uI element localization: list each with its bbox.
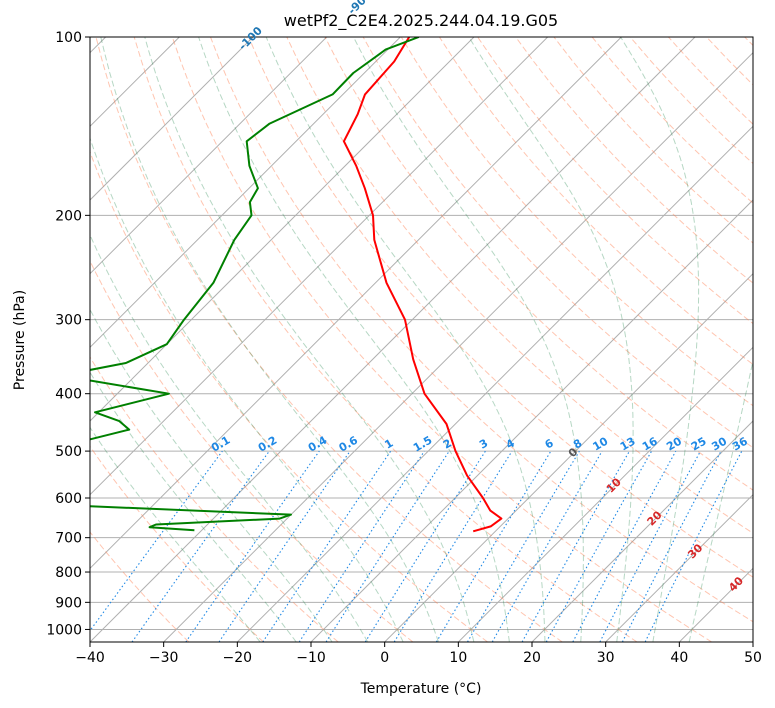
dry-adiabat-line bbox=[171, 37, 712, 642]
x-axis-label: Temperature (°C) bbox=[360, 681, 482, 697]
isotherm-line bbox=[236, 125, 753, 642]
isotherm-line bbox=[531, 420, 753, 642]
dry-adiabat-line bbox=[706, 37, 753, 86]
dry-adiabat-line bbox=[400, 37, 753, 407]
dry-adiabat-line bbox=[133, 37, 638, 642]
moist-adiabat-line bbox=[265, 37, 546, 642]
dry-adiabat-line bbox=[248, 37, 753, 578]
chart-title: wetPf2_C2E4.2025.244.04.19.G05 bbox=[284, 11, 558, 31]
dry-adiabat-line bbox=[438, 37, 753, 366]
isotherm-line bbox=[90, 37, 696, 642]
mixing-ratio-line bbox=[131, 450, 270, 642]
mixing-ratio-line bbox=[644, 450, 743, 642]
moist-adiabat-line bbox=[90, 233, 369, 642]
x-tick-label: 20 bbox=[523, 650, 541, 666]
y-tick-label: 600 bbox=[55, 491, 82, 507]
mixing-ratio-line bbox=[572, 450, 677, 642]
isotherm-line bbox=[90, 37, 254, 201]
isotherm-line bbox=[90, 37, 622, 570]
mixing-ratio-line bbox=[521, 450, 630, 642]
isotherm-label: -100 bbox=[236, 24, 265, 53]
y-tick-label: 800 bbox=[55, 565, 82, 581]
moist-adiabat-line bbox=[90, 308, 333, 642]
moist-adiabat-line bbox=[353, 37, 584, 642]
y-tick-label: 200 bbox=[55, 208, 82, 224]
dry-adiabat-line bbox=[744, 37, 753, 47]
dewpoint-line bbox=[90, 37, 420, 532]
temperature-line bbox=[342, 37, 503, 533]
background-grid bbox=[90, 37, 753, 642]
x-tick-label: 30 bbox=[597, 650, 615, 666]
isotherm-line bbox=[90, 37, 475, 422]
mixing-ratio-line bbox=[435, 450, 552, 642]
moist-adiabat-line bbox=[468, 37, 634, 642]
mixing-ratio-line bbox=[298, 450, 425, 642]
dry-adiabat-line bbox=[553, 37, 753, 244]
y-axis-label: Pressure (hPa) bbox=[12, 290, 28, 390]
x-tick-label: −30 bbox=[149, 650, 179, 666]
y-tick-label: 700 bbox=[55, 531, 82, 547]
dry-adiabat-line bbox=[90, 150, 488, 642]
dry-adiabat-line bbox=[286, 37, 753, 534]
y-axis: 100 200 300 400 500 600 700 800 900 1000 bbox=[46, 30, 90, 638]
moist-adiabat-line bbox=[198, 37, 510, 642]
x-axis: −40 −30 −20 −10 0 10 20 30 40 50 bbox=[75, 642, 762, 666]
isotherm-line bbox=[163, 51, 753, 642]
plot-frame bbox=[89, 36, 754, 643]
y-tick-label: 400 bbox=[55, 387, 82, 403]
x-tick-label: 50 bbox=[744, 650, 762, 666]
moist-adiabat-line bbox=[90, 371, 297, 642]
mixing-ratio-label: 4 bbox=[504, 436, 517, 451]
x-tick-label: 0 bbox=[380, 650, 389, 666]
mixing-ratio-line bbox=[262, 450, 392, 642]
x-tick-label: −20 bbox=[223, 650, 253, 666]
isotherm-label: 10 bbox=[604, 475, 624, 495]
y-tick-label: 100 bbox=[55, 30, 82, 46]
x-tick-label: 10 bbox=[449, 650, 467, 666]
isotherm-label: 20 bbox=[645, 508, 665, 528]
moist-adiabat-line bbox=[620, 37, 700, 642]
dry-adiabat-line bbox=[90, 356, 339, 642]
y-tick-label: 300 bbox=[55, 313, 82, 329]
dry-adiabat-line bbox=[210, 37, 753, 623]
isotherm-line bbox=[90, 37, 549, 496]
dry-adiabat-line bbox=[591, 37, 753, 204]
mixing-ratio-line bbox=[90, 450, 223, 632]
isotherm-line bbox=[90, 37, 401, 349]
mixing-ratio-line bbox=[218, 450, 351, 642]
isotherm-line bbox=[90, 37, 328, 275]
y-tick-label: 1000 bbox=[46, 622, 82, 638]
isotherm-label: 40 bbox=[726, 574, 746, 594]
x-tick-label: 40 bbox=[670, 650, 688, 666]
isotherm-line bbox=[457, 346, 753, 642]
dry-adiabat-line bbox=[90, 259, 414, 642]
x-tick-label: −40 bbox=[75, 650, 105, 666]
dry-adiabat-line bbox=[90, 531, 190, 642]
mixing-ratio-label: 3 bbox=[477, 437, 490, 452]
mixing-ratio-line bbox=[393, 450, 513, 642]
y-tick-label: 500 bbox=[55, 444, 82, 460]
y-tick-label: 900 bbox=[55, 595, 82, 611]
x-tick-label: −10 bbox=[296, 650, 326, 666]
moist-adiabat-line bbox=[90, 136, 404, 642]
isotherm-line bbox=[752, 641, 753, 642]
dry-adiabat-line bbox=[90, 445, 264, 642]
mixing-ratio-line bbox=[185, 450, 320, 642]
isotherm-line bbox=[605, 493, 753, 642]
mixing-ratio-line bbox=[545, 450, 653, 642]
dry-adiabat-line bbox=[515, 37, 753, 284]
mixing-ratio-label: 6 bbox=[543, 436, 556, 451]
sounding-series bbox=[90, 37, 503, 533]
moist-adiabat-line bbox=[688, 358, 753, 642]
dry-adiabat-line bbox=[668, 37, 753, 125]
isotherm-line bbox=[384, 272, 753, 642]
dry-adiabat-line bbox=[95, 37, 563, 642]
isotherm-label: 30 bbox=[685, 541, 705, 561]
moist-adiabat-line bbox=[100, 37, 439, 642]
mixing-ratio-line bbox=[325, 450, 450, 642]
isotherm-line bbox=[310, 199, 753, 642]
moist-adiabat-line bbox=[144, 37, 475, 642]
